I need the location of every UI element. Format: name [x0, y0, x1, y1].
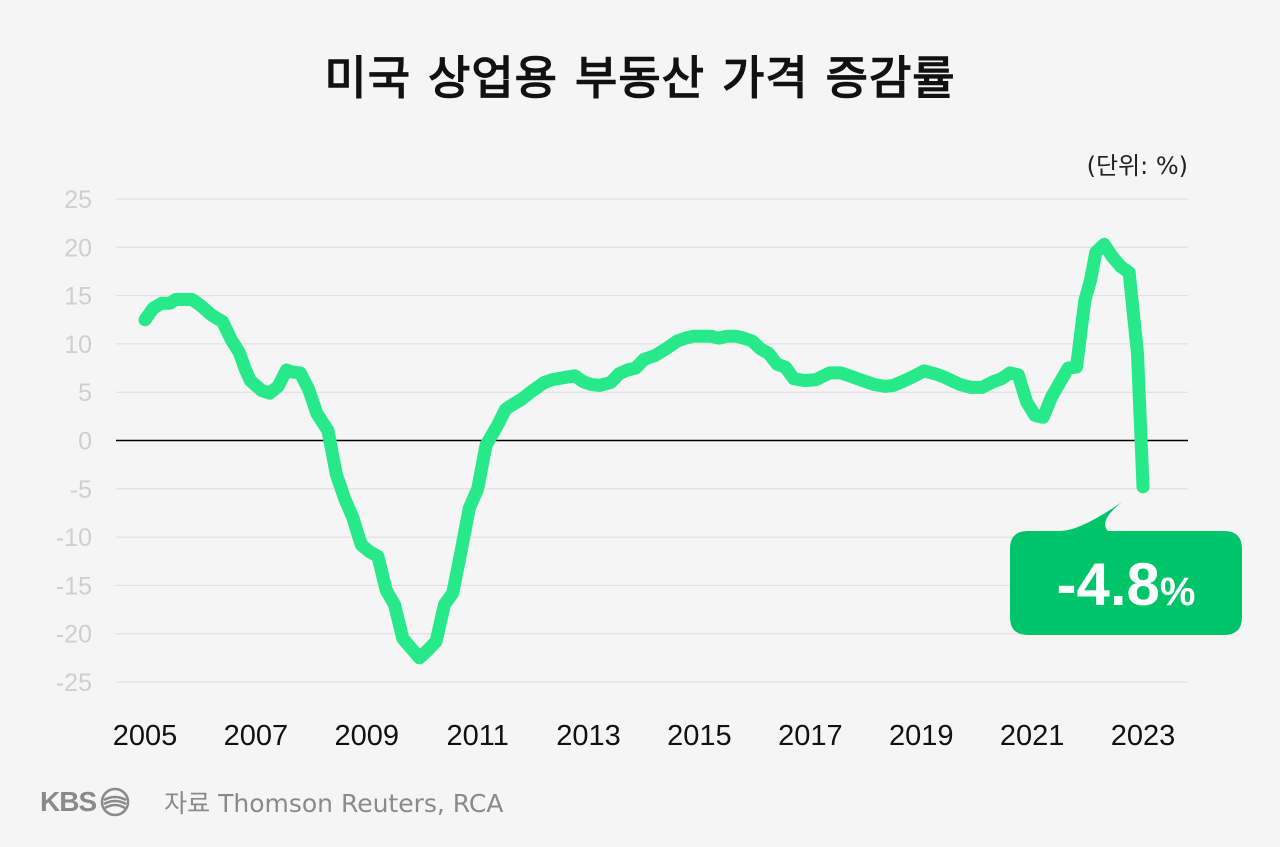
x-tick-label: 2011	[446, 720, 508, 752]
y-tick-label: 20	[64, 234, 92, 262]
kbs-logo-icon	[100, 787, 130, 817]
x-tick-label: 2007	[224, 720, 289, 752]
value-callout: -4.8%	[1010, 502, 1242, 635]
callout-percent: %	[1160, 570, 1196, 614]
x-tick-label: 2009	[335, 720, 400, 752]
y-axis-ticks: 25 20 15 10 5 0 -5 -10 -15 -20 -25	[56, 186, 92, 697]
y-tick-label: 10	[64, 331, 92, 359]
x-tick-label: 2015	[667, 720, 732, 752]
x-tick-label: 2019	[889, 720, 954, 752]
y-tick-label: 15	[64, 283, 92, 311]
y-tick-label: 0	[78, 428, 92, 456]
chart-title: 미국 상업용 부동산 가격 증감률	[324, 51, 956, 105]
x-tick-label: 2023	[1111, 720, 1176, 752]
callout-number: -4.8	[1057, 551, 1160, 618]
x-tick-label: 2005	[113, 720, 178, 752]
callout-value: -4.8%	[1057, 551, 1196, 618]
y-tick-label: -25	[56, 669, 92, 697]
unit-label: (단위: %)	[1086, 152, 1188, 180]
x-tick-label: 2013	[556, 720, 621, 752]
x-axis-ticks: 2005 2007 2009 2011 2013 2015 2017 2019 2021 2023	[113, 720, 1176, 752]
y-tick-label: -15	[56, 572, 92, 600]
footer: KBS 자료 Thomson Reuters, RCA	[40, 784, 504, 820]
y-tick-label: -10	[56, 524, 92, 552]
callout-box	[1010, 502, 1242, 635]
x-tick-label: 2017	[778, 720, 843, 752]
x-tick-label: 2021	[1000, 720, 1065, 752]
source-label: 자료 Thomson Reuters, RCA	[164, 789, 504, 818]
grid-lines	[116, 198, 1188, 683]
kbs-logo: KBS	[40, 786, 97, 817]
series-line	[138, 237, 1150, 665]
y-tick-label: 25	[64, 186, 92, 214]
y-tick-label: -20	[56, 621, 92, 649]
y-tick-label: 5	[78, 379, 92, 407]
y-tick-label: -5	[70, 476, 92, 504]
